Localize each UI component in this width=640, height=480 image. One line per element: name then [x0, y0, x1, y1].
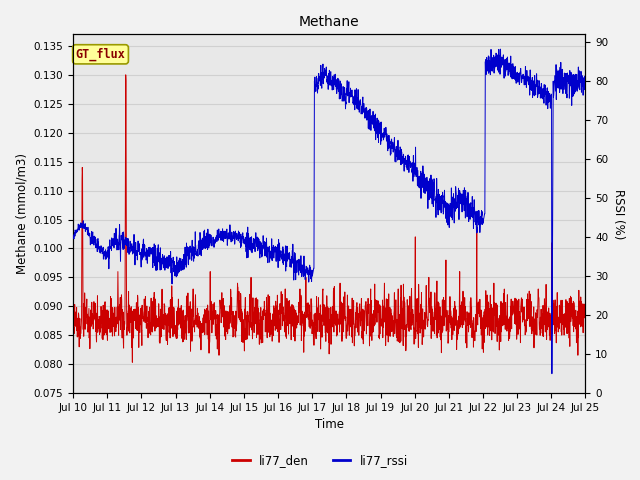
Y-axis label: RSSI (%): RSSI (%) — [612, 189, 625, 239]
Title: Methane: Methane — [299, 15, 360, 29]
Legend: li77_den, li77_rssi: li77_den, li77_rssi — [227, 449, 413, 472]
Y-axis label: Methane (mmol/m3): Methane (mmol/m3) — [15, 153, 28, 274]
X-axis label: Time: Time — [315, 419, 344, 432]
Text: GT_flux: GT_flux — [76, 48, 125, 61]
